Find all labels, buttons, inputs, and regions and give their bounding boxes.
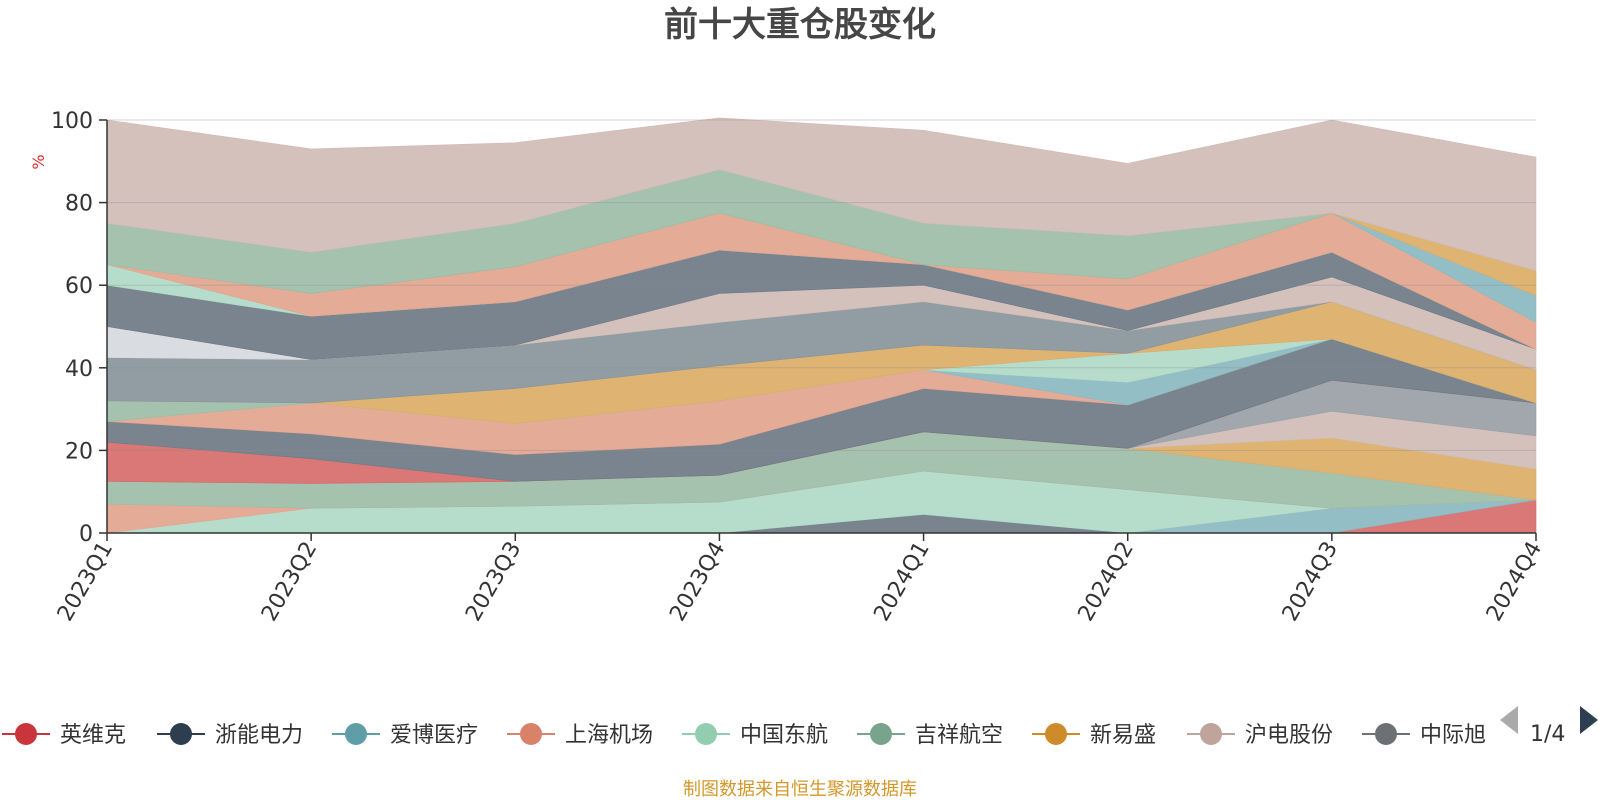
legend-item-爱博医疗[interactable]: 爱博医疗 [332, 723, 478, 748]
y-tick-label-0: 0 [79, 522, 93, 547]
chart-title: 前十大重仓股变化 [664, 5, 936, 45]
legend-item-浙能电力[interactable]: 浙能电力 [157, 723, 303, 748]
legend-marker-icon [1375, 723, 1397, 745]
x-tick-label-2023Q1: 2023Q1 [53, 538, 118, 626]
legend-marker-icon [870, 723, 892, 745]
x-tick-label-2024Q3: 2024Q3 [1278, 538, 1343, 626]
legend-label: 吉祥航空 [915, 723, 1003, 748]
legend-item-上海机场[interactable]: 上海机场 [507, 723, 653, 748]
legend-marker-icon [15, 723, 37, 745]
legend-item-新易盛[interactable]: 新易盛 [1032, 723, 1156, 748]
x-tick-label-2024Q2: 2024Q2 [1074, 538, 1139, 626]
legend-marker-icon [1045, 723, 1067, 745]
legend-label: 沪电股份 [1245, 723, 1333, 748]
legend-marker-icon [345, 723, 367, 745]
legend-marker-icon [520, 723, 542, 745]
axes [99, 119, 1537, 541]
gridlines [107, 119, 1536, 451]
legend-item-沪电股份[interactable]: 沪电股份 [1187, 723, 1333, 748]
legend-label: 爱博医疗 [390, 723, 478, 748]
x-tick-label-2023Q4: 2023Q4 [665, 538, 730, 626]
y-axis-unit: % [29, 154, 48, 169]
legend-next-page-icon[interactable] [1580, 706, 1598, 734]
legend-page-indicator: 1/4 [1530, 722, 1565, 747]
y-tick-label-100: 100 [51, 109, 93, 134]
legend-label: 中际旭 [1420, 723, 1486, 748]
x-tick-label-2023Q2: 2023Q2 [257, 538, 322, 626]
legend-item-中国东航[interactable]: 中国东航 [682, 723, 828, 748]
x-tick-label-2024Q1: 2024Q1 [869, 538, 934, 626]
legend-marker-icon [170, 723, 192, 745]
area-series-group [106, 117, 1537, 534]
legend-item-英维克[interactable]: 英维克 [2, 723, 126, 748]
legend-prev-page-icon[interactable] [1500, 706, 1518, 734]
x-tick-label-2023Q3: 2023Q3 [461, 538, 526, 626]
legend-label: 中国东航 [740, 723, 828, 748]
legend: 英维克 浙能电力 爱博医疗 上海机场 中国东航 吉祥航空 新易盛 沪电股份 中际旭 [2, 723, 1486, 748]
legend-marker-icon [695, 723, 717, 745]
x-tick-labels: 2023Q1 2023Q2 2023Q3 2023Q4 2024Q1 2024Q2 2024… [53, 538, 1547, 626]
y-tick-label-60: 60 [65, 274, 93, 299]
legend-label: 新易盛 [1090, 723, 1156, 748]
x-tick-label-2024Q4: 2024Q4 [1482, 538, 1547, 626]
legend-item-中际旭[interactable]: 中际旭 [1362, 723, 1486, 748]
legend-label: 英维克 [60, 723, 126, 748]
legend-pager: 1/4 [1500, 706, 1598, 747]
y-tick-labels: 0 20 40 60 80 100 [51, 109, 93, 547]
legend-marker-icon [1200, 723, 1222, 745]
y-tick-label-80: 80 [65, 192, 93, 217]
legend-label: 浙能电力 [215, 723, 303, 748]
y-tick-label-20: 20 [65, 439, 93, 464]
legend-item-吉祥航空[interactable]: 吉祥航空 [857, 723, 1003, 748]
area-series-沪电股份-3 [106, 117, 1537, 272]
data-source-note: 制图数据来自恒生聚源数据库 [683, 779, 917, 800]
legend-label: 上海机场 [565, 723, 653, 748]
y-tick-label-40: 40 [65, 357, 93, 382]
